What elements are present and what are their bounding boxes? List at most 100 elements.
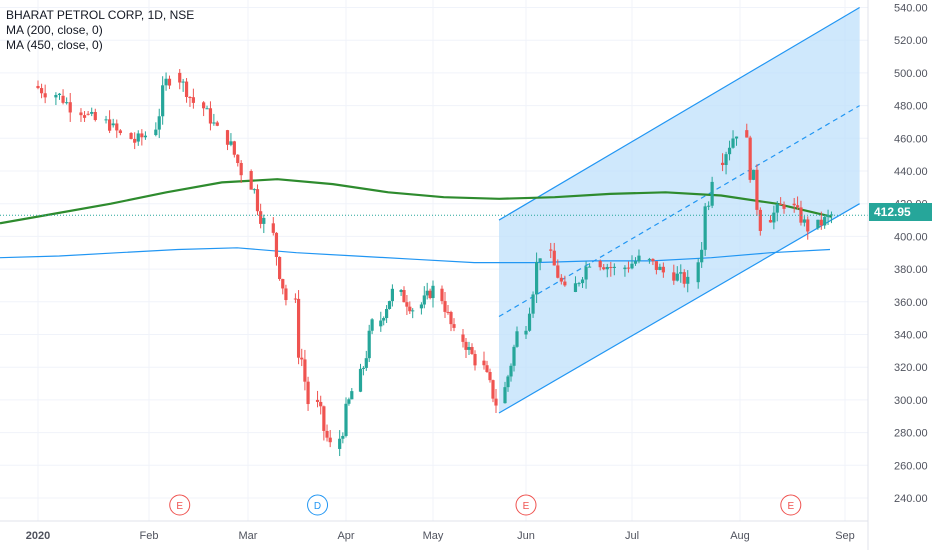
ma-200-line — [0, 178, 833, 225]
legend-ma-200[interactable]: MA (200, close, 0) — [6, 23, 103, 37]
candle-body-2020-02-17 — [202, 102, 206, 109]
event-label-0: E — [176, 501, 183, 512]
candle-body-2020-07-01 — [630, 263, 634, 269]
candle-body-2020-07-15 — [679, 272, 683, 274]
candle-body-2020-08-18 — [795, 205, 800, 208]
candle-body-2020-03-18 — [300, 357, 304, 360]
candle-body-2020-04-06 — [358, 368, 363, 392]
candle-body-2020-07-28 — [724, 154, 728, 166]
moving-average-lines — [0, 178, 833, 264]
price-tick-4: 320.00 — [894, 362, 928, 374]
candle-body-2020-03-10 — [274, 232, 279, 257]
candle-body-2020-03-05 — [259, 211, 263, 224]
candle-body-2020-05-22 — [494, 398, 498, 406]
candle-body-2020-04-02 — [347, 399, 351, 404]
price-tick-14: 520.00 — [894, 35, 928, 47]
event-label-1: D — [314, 501, 321, 512]
candle-body-2020-06-15 — [573, 283, 578, 292]
candle-body-2020-01-08 — [61, 95, 65, 103]
candle-body-2020-04-17 — [390, 288, 394, 302]
candle-body-2020-05-07 — [449, 312, 453, 325]
candle-body-2020-05-15 — [473, 353, 477, 366]
candle-body-2020-02-28 — [239, 163, 243, 176]
candle-body-2020-01-22 — [111, 123, 115, 126]
candle-body-2020-03-16 — [293, 298, 298, 300]
candle-body-2020-06-18 — [584, 266, 588, 280]
candle-body-2020-01-27 — [129, 133, 133, 139]
candle-body-2020-02-14 — [191, 97, 195, 103]
candle-body-2020-03-11 — [278, 256, 282, 280]
time-tick-0: 2020 — [26, 530, 50, 542]
candle-body-2020-05-08 — [452, 324, 456, 328]
candle-body-2020-01-16 — [90, 112, 94, 114]
last-price-tag: 412.95 — [869, 203, 932, 221]
candle-body-2020-07-02 — [633, 261, 638, 264]
candle-body-2020-05-21 — [491, 380, 495, 399]
candle-body-2020-01-10 — [68, 102, 72, 113]
price-axis[interactable]: 240.00 260.00 280.00 300.00 320.00 340.00 360.… — [894, 3, 928, 506]
candle-body-2020-05-06 — [446, 311, 450, 313]
candle-body-2020-08-24 — [816, 219, 820, 229]
legend-ma-450[interactable]: MA (450, close, 0) — [6, 38, 103, 52]
candle-body-2020-05-20 — [488, 372, 492, 381]
candle-body-2020-06-16 — [577, 283, 581, 285]
candle-body-2020-05-01 — [431, 285, 435, 299]
candle-body-2020-06-10 — [556, 265, 560, 278]
candle-body-2020-08-26 — [823, 217, 827, 226]
candle-body-2020-07-14 — [675, 273, 679, 281]
price-tick-10: 440.00 — [894, 166, 928, 178]
candle-body-2020-02-25 — [229, 141, 233, 145]
channel-lower-line — [498, 203, 860, 414]
candle-body-2020-03-24 — [319, 401, 323, 407]
candle-body-2020-07-17 — [686, 276, 690, 284]
candle-body-2020-05-04 — [440, 288, 444, 302]
price-tick-6: 360.00 — [894, 297, 928, 309]
candle-body-2020-02-11 — [181, 81, 185, 83]
ma-450-line — [0, 247, 831, 264]
time-tick-2: Mar — [239, 530, 258, 542]
candle-body-2020-05-19 — [485, 365, 489, 373]
time-axis[interactable]: 2020 Feb Mar Apr May Jun Jul Aug Sep — [26, 530, 855, 542]
candle-body-2020-05-14 — [470, 347, 474, 354]
channel-upper-line — [498, 6, 860, 221]
candle-body-2020-05-13 — [467, 347, 471, 350]
price-tick-3: 300.00 — [894, 395, 928, 407]
candle-body-2020-01-02 — [39, 88, 44, 94]
candle-body-2020-08-03 — [745, 130, 749, 138]
candle-body-2020-02-20 — [212, 122, 216, 124]
candle-body-2020-05-11 — [461, 334, 465, 342]
candle-body-2020-05-27 — [509, 365, 513, 377]
candle-body-2020-08-04 — [748, 137, 752, 180]
candle-body-2020-07-30 — [731, 138, 735, 148]
candle-body-2020-07-31 — [734, 136, 739, 139]
candle-body-2020-08-25 — [819, 219, 823, 226]
candle-body-2020-01-17 — [93, 112, 97, 121]
price-tick-13: 500.00 — [894, 68, 928, 80]
candle-body-2020-03-20 — [306, 381, 310, 405]
candle-body-2020-06-02 — [527, 313, 532, 331]
candle-body-2020-02-05 — [161, 85, 165, 117]
candle-body-2020-08-05 — [751, 169, 756, 180]
symbol-title[interactable]: BHARAT PETROL CORP, 1D, NSE — [6, 8, 195, 22]
candle-body-2020-08-06 — [755, 169, 759, 210]
candle-body-2020-08-11 — [772, 212, 776, 223]
candle-body-2020-02-21 — [215, 122, 219, 126]
candle-body-2020-07-24 — [710, 181, 714, 206]
candle-body-2020-06-05 — [538, 258, 542, 262]
candle-body-2020-08-12 — [775, 203, 779, 213]
regression-channel[interactable] — [498, 6, 860, 414]
candle-body-2020-06-24 — [605, 266, 609, 270]
candle-body-2020-04-29 — [425, 290, 429, 296]
time-tick-5: Jun — [517, 530, 535, 542]
candle-body-2020-04-10 — [370, 319, 374, 331]
candle-body-2020-01-31 — [143, 135, 148, 138]
candle-body-2020-08-27 — [826, 215, 830, 218]
candle-body-2020-06-03 — [531, 294, 535, 314]
time-tick-8: Sep — [835, 530, 855, 542]
chart-legend: BHARAT PETROL CORP, 1D, NSE MA (200, clo… — [6, 8, 194, 53]
price-tick-15: 540.00 — [894, 3, 928, 15]
candle-body-2020-04-07 — [361, 367, 365, 369]
candle-body-2020-05-18 — [482, 360, 486, 366]
candle-body-2020-03-17 — [296, 298, 301, 358]
